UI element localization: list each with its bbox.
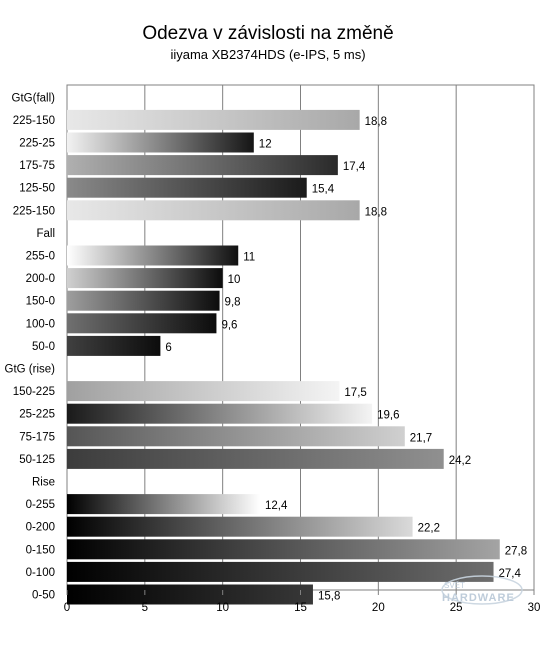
- value-label: 17,4: [343, 161, 366, 173]
- category-label: 150-225: [13, 386, 55, 398]
- bar: [67, 426, 405, 447]
- category-label: GtG(fall): [12, 92, 56, 104]
- value-label: 6: [165, 342, 171, 354]
- value-label: 12: [259, 139, 272, 151]
- category-label: 225-150: [13, 115, 55, 127]
- value-label: 17,5: [344, 387, 366, 399]
- bar: [67, 132, 254, 153]
- value-label: 24,2: [449, 455, 471, 467]
- bar: [67, 290, 220, 311]
- value-label: 9,8: [225, 297, 241, 309]
- value-label: 22,2: [418, 523, 440, 535]
- bar: [67, 561, 494, 582]
- x-tick-label: 25: [450, 602, 463, 614]
- bar: [67, 268, 223, 289]
- bar: [67, 584, 313, 605]
- category-label: 150-0: [26, 296, 55, 308]
- x-axis-ticks: 0 5 10 15 20 25 30: [64, 590, 541, 614]
- value-label: 12,4: [265, 500, 288, 512]
- category-label: 0-255: [26, 499, 55, 511]
- value-label: 27,4: [499, 568, 522, 580]
- value-label: 18,8: [365, 206, 387, 218]
- category-label: 50-0: [32, 341, 55, 353]
- category-label: 0-200: [26, 522, 55, 534]
- value-label: 19,6: [377, 410, 399, 422]
- x-tick-label: 30: [528, 602, 541, 614]
- value-label: 11: [243, 252, 255, 264]
- bar: [67, 313, 217, 334]
- value-label: 18,8: [365, 116, 387, 128]
- bar: [67, 335, 161, 356]
- chart-title: Odezva v závislosti na změně: [142, 23, 393, 44]
- value-label: 10: [228, 274, 241, 286]
- x-tick-label: 15: [294, 602, 307, 614]
- x-tick-label: 5: [142, 602, 148, 614]
- category-label: GtG (rise): [5, 364, 56, 376]
- bar: [67, 109, 360, 130]
- bar: [67, 177, 307, 198]
- watermark-line1: SVĚT: [444, 581, 465, 590]
- category-label: 225-25: [19, 138, 55, 150]
- category-label: 0-50: [32, 590, 55, 602]
- category-label: 125-50: [19, 183, 55, 195]
- category-label: 75-175: [19, 431, 55, 443]
- value-label: 15,8: [318, 591, 340, 603]
- bar: [67, 494, 261, 515]
- category-labels: GtG(fall) 225-150 225-25 175-75 125-50 225-15…: [5, 92, 56, 601]
- category-label: 255-0: [26, 251, 55, 263]
- bar: [67, 403, 373, 424]
- category-label: 50-125: [19, 454, 55, 466]
- bar: [67, 381, 340, 402]
- bar: [67, 516, 413, 537]
- bar: [67, 200, 360, 221]
- x-tick-label: 20: [372, 602, 385, 614]
- bar: [67, 539, 500, 560]
- x-tick-label: 10: [216, 602, 229, 614]
- bar: [67, 245, 239, 266]
- bars: [67, 109, 500, 605]
- bar: [67, 155, 338, 176]
- chart-subtitle: iiyama XB2374HDS (e-IPS, 5 ms): [170, 47, 365, 62]
- bar: [67, 448, 444, 469]
- category-label: 0-150: [26, 544, 55, 556]
- watermark-line2: HARDWARE: [442, 592, 515, 604]
- category-label: 175-75: [19, 160, 55, 172]
- value-label: 15,4: [312, 184, 335, 196]
- category-label: 0-100: [26, 567, 55, 579]
- category-label: 100-0: [26, 318, 55, 330]
- x-tick-label: 0: [64, 602, 70, 614]
- value-label: 21,7: [410, 432, 432, 444]
- category-label: Fall: [36, 228, 55, 240]
- category-label: Rise: [32, 477, 55, 489]
- value-label: 27,8: [505, 545, 527, 557]
- value-label: 9,6: [221, 319, 237, 331]
- category-label: 200-0: [26, 273, 55, 285]
- category-label: 225-150: [13, 205, 55, 217]
- watermark-logo: SVĚT HARDWARE: [441, 575, 523, 605]
- category-label: 25-225: [19, 409, 55, 421]
